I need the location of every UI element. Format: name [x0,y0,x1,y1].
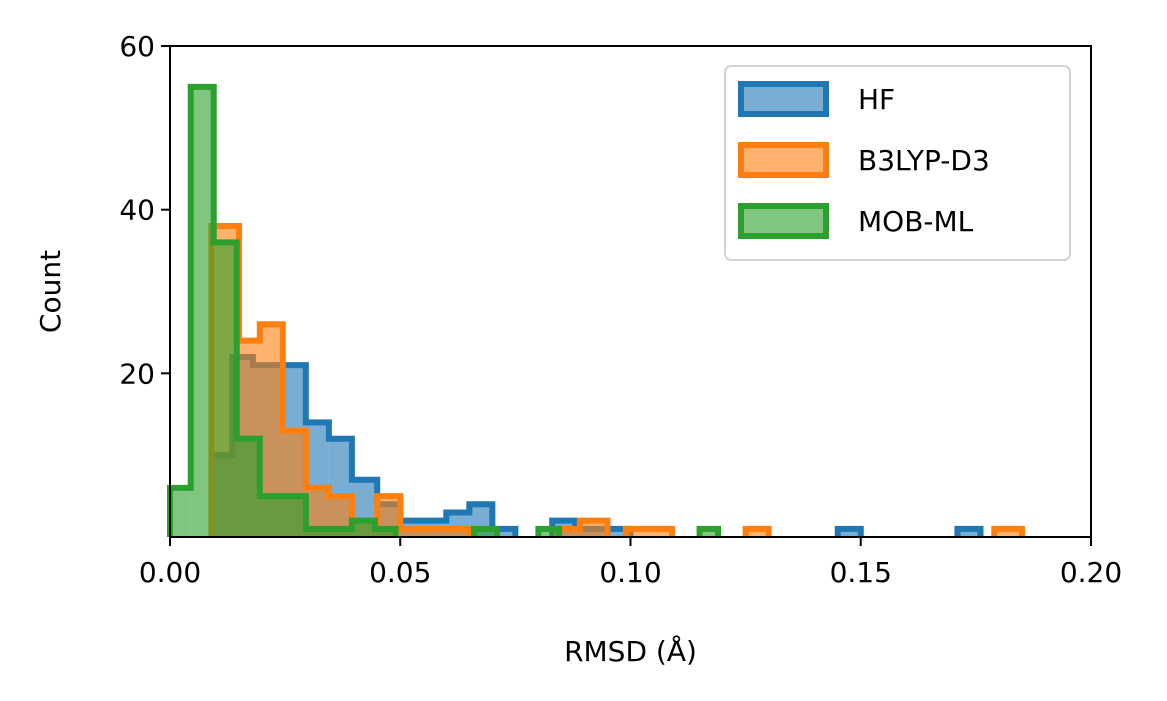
histogram-bin [400,528,426,537]
histogram-bin [236,438,260,537]
histogram-bin [305,487,329,537]
histogram-bin [190,86,214,538]
histogram-bin [374,528,396,537]
y-tick-label: 60 [119,30,155,63]
axes: 0.00 0.05 0.10 0.15 0.20 20 40 60 [119,30,1122,589]
histogram-bin [351,520,375,537]
plot-series [167,83,1025,538]
histogram-bin [305,528,329,537]
series-outline [167,83,721,537]
histogram-bin [538,528,560,537]
legend-label: B3LYP-D3 [858,144,990,177]
histogram-bin [625,528,672,537]
histogram-bin [837,528,861,537]
legend-label: HF [858,83,895,116]
histogram-bin [425,528,447,537]
series-mob-ml [167,83,721,538]
legend: HF B3LYP-D3 MOB-ML [724,65,1071,261]
histogram-bin [446,528,470,537]
x-axis-label: RMSD (Å) [564,634,697,668]
legend-swatch [738,142,829,178]
legend-entry: HF [738,81,895,117]
histogram-bin [579,520,608,537]
histogram-bin [473,528,497,537]
histogram-bin [259,496,283,537]
histogram-bin [699,528,718,537]
legend-entry: MOB-ML [738,203,974,239]
histogram-bin [328,528,352,537]
y-tick-label: 40 [119,194,155,227]
histogram-bin [213,242,237,537]
histogram-bin [957,528,981,537]
x-tick-label: 0.20 [1060,556,1122,589]
y-tick-label: 20 [119,357,155,390]
histogram-bin [170,487,191,537]
x-tick-label: 0.00 [139,556,201,589]
y-axis-label: Count [34,250,67,333]
histogram-bin [492,528,516,537]
series-outline [208,223,1025,537]
legend-entry: B3LYP-D3 [738,142,990,178]
histogram-bin [745,528,769,537]
histogram-bin [994,528,1022,537]
legend-label: MOB-ML [858,205,974,238]
x-tick-label: 0.15 [830,556,892,589]
histogram-bin [556,528,580,537]
legend-swatch [738,203,829,239]
histogram-bin [282,496,306,537]
legend-swatch [738,81,829,117]
histogram-bin [602,528,631,537]
x-tick-label: 0.10 [599,556,661,589]
histogram-bin [259,324,283,537]
x-tick-label: 0.05 [369,556,431,589]
